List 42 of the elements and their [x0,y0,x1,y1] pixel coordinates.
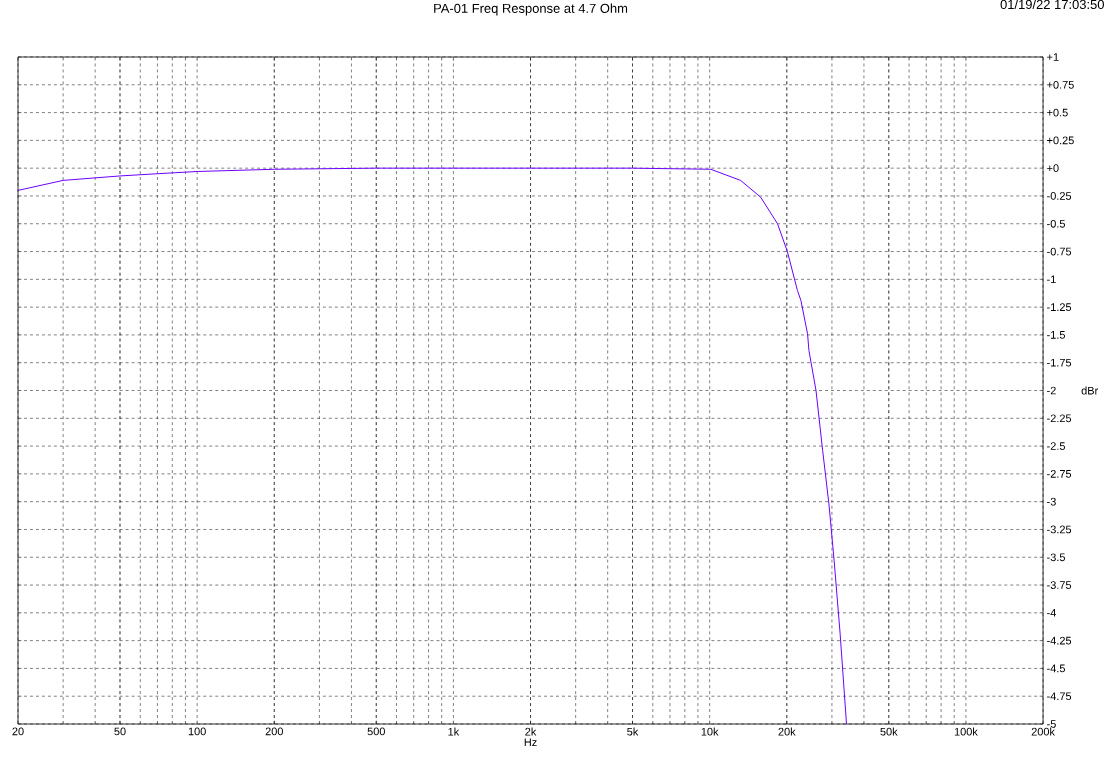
y-tick-label: +1 [1047,53,1059,61]
x-tick-label: 500 [367,727,385,736]
x-tick-label: 50k [880,727,898,736]
y-tick-label: -2.75 [1047,470,1072,478]
y-tick-label: -3 [1047,497,1056,506]
y-tick-label: -1.25 [1047,303,1072,311]
y-tick-label: -2 [1047,386,1056,395]
y-tick-label: -5 [1047,720,1056,728]
y-tick-label: -1 [1047,275,1056,284]
y-tick-label: -3.25 [1047,525,1072,534]
y-axis-title: dBr [1081,386,1099,395]
x-tick-label: 100 [188,727,206,736]
y-tick-label: -0.5 [1047,219,1065,228]
x-tick-label: 200 [265,727,283,736]
x-tick-label: 1k [448,727,460,736]
x-tick-label: 5k [627,727,639,736]
x-tick-label: 50 [114,727,126,736]
y-tick-label: -2.25 [1047,414,1072,423]
x-tick-label: 200k [1031,727,1055,736]
x-tick-label: 20 [12,727,24,736]
y-tick-label: -3.5 [1047,553,1065,562]
y-tick-label: -0.75 [1047,247,1072,256]
y-tick-label: -0.25 [1047,192,1072,200]
y-tick-label: +0.25 [1047,136,1074,145]
y-tick-label: -4.75 [1047,692,1072,701]
y-tick-label: -4.25 [1047,636,1072,645]
y-tick-label: -2.5 [1047,442,1065,450]
x-axis-title: Hz [524,738,537,746]
y-tick-label: -4.5 [1047,664,1065,673]
y-tick-label: -1.75 [1047,358,1072,367]
x-tick-label: 10k [701,727,719,736]
y-tick-label: +0.75 [1047,80,1074,89]
y-tick-label: +0 [1047,164,1059,173]
y-tick-label: -1.5 [1047,331,1065,339]
x-tick-label: 20k [778,727,796,736]
y-tick-label: -3.75 [1047,581,1072,589]
chart-title: PA-01 Freq Response at 4.7 Ohm [434,3,628,16]
y-tick-label: +0.5 [1047,108,1068,117]
x-tick-label: 100k [954,727,978,736]
y-tick-label: -4 [1047,609,1056,617]
x-tick-label: 2k [525,727,537,736]
text: 01/19/22 17:03:50 [1000,0,1104,10]
